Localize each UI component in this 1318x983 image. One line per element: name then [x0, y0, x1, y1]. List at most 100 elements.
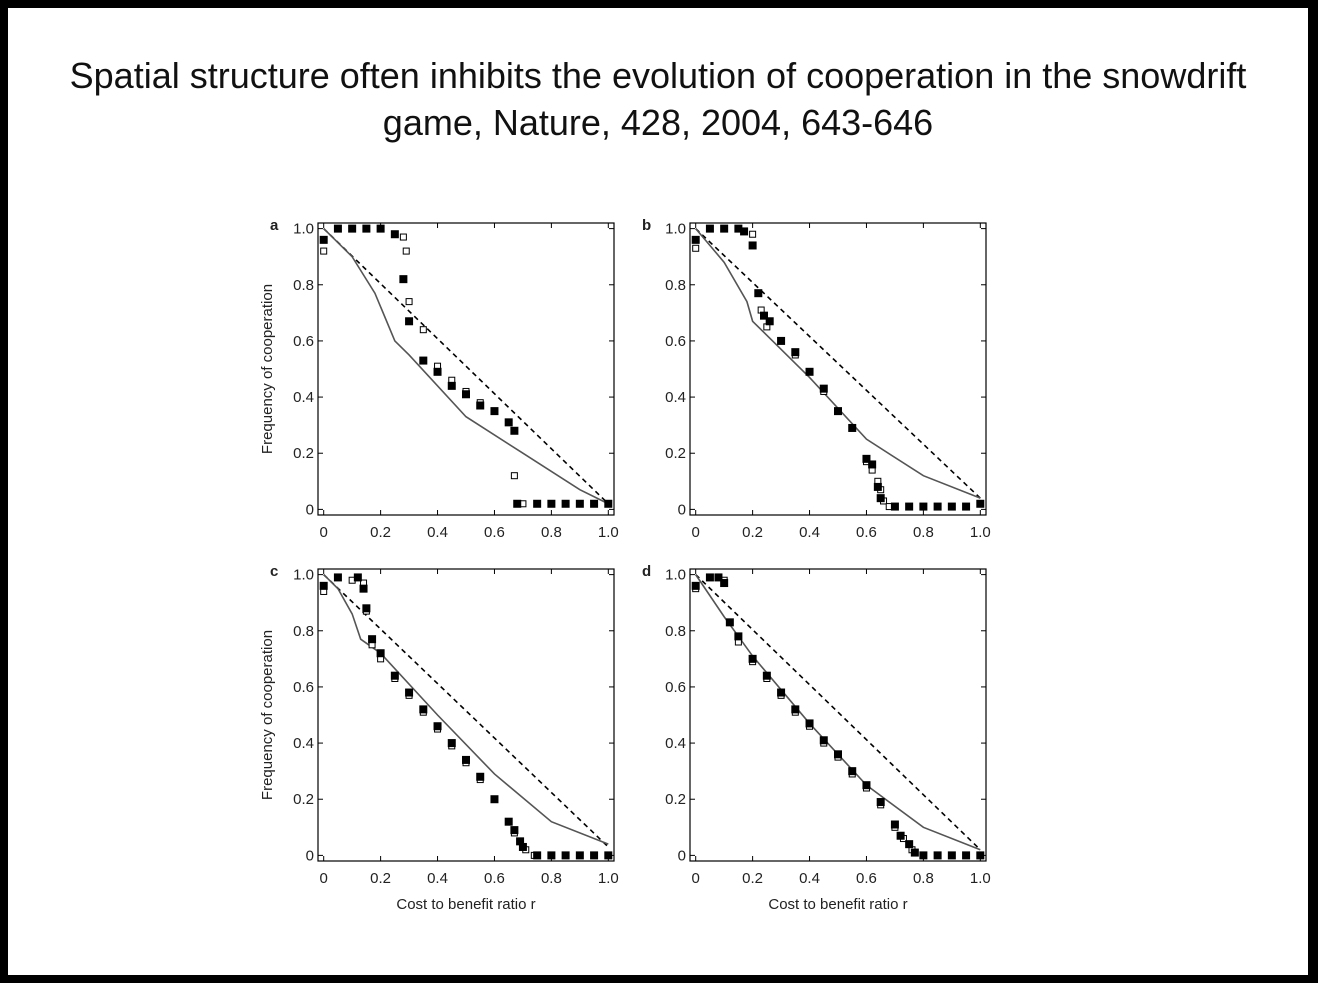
x-tick-label: 0	[692, 524, 700, 541]
filled-square-marker	[868, 460, 877, 469]
filled-square-marker	[862, 781, 871, 790]
x-tick-label: 0.8	[913, 524, 934, 541]
y-tick-label: 0.2	[293, 791, 314, 808]
x-tick-label: 0.6	[484, 524, 505, 541]
filled-square-marker	[890, 502, 899, 511]
panel-label: a	[270, 217, 279, 234]
filled-square-marker	[419, 356, 428, 365]
filled-square-marker	[791, 348, 800, 357]
filled-square-marker	[359, 584, 368, 593]
x-tick-label: 0.6	[856, 524, 877, 541]
open-square-marker	[320, 247, 328, 255]
filled-square-marker	[976, 851, 985, 860]
y-tick-label: 1.0	[293, 567, 314, 584]
filled-square-marker	[876, 494, 885, 503]
filled-square-marker	[362, 224, 371, 233]
filled-square-marker	[760, 311, 768, 320]
y-tick-label: 0.6	[293, 679, 314, 696]
filled-square-marker	[533, 499, 542, 508]
filled-square-marker	[734, 632, 743, 641]
y-axis-label: Frequency of cooperation	[259, 284, 276, 454]
dashed-line	[323, 574, 609, 848]
y-tick-label: 0	[306, 501, 314, 518]
filled-square-marker	[575, 851, 584, 860]
filled-square-marker	[947, 502, 956, 511]
filled-square-marker	[575, 499, 584, 508]
filled-square-marker	[561, 851, 570, 860]
filled-square-marker	[490, 407, 499, 416]
filled-square-marker	[490, 795, 499, 804]
x-tick-label: 0.4	[427, 870, 448, 887]
filled-square-marker	[333, 224, 342, 233]
filled-square-marker	[834, 407, 842, 416]
y-tick-label: 0.4	[293, 735, 314, 752]
x-tick-label: 0.4	[799, 524, 820, 541]
filled-square-marker	[462, 390, 470, 399]
filled-square-marker	[962, 502, 971, 511]
panel-label: d	[642, 563, 651, 580]
filled-square-marker	[513, 499, 522, 508]
filled-square-marker	[873, 482, 882, 491]
filled-square-marker	[896, 831, 905, 840]
filled-square-marker	[805, 367, 814, 376]
filled-square-marker	[762, 671, 771, 680]
filled-square-marker	[748, 241, 757, 250]
filled-square-marker	[353, 573, 362, 582]
filled-square-marker	[547, 851, 556, 860]
x-tick-label: 0.2	[370, 870, 391, 887]
x-tick-label: 1.0	[970, 870, 991, 887]
y-tick-label: 0.8	[665, 277, 686, 294]
x-tick-label: 1.0	[598, 524, 619, 541]
y-axis-label: Frequency of cooperation	[259, 630, 276, 800]
x-tick-label: 0.4	[427, 524, 448, 541]
filled-square-marker	[962, 851, 971, 860]
filled-square-marker	[705, 224, 714, 233]
filled-square-marker	[348, 224, 357, 233]
filled-square-marker	[405, 317, 414, 326]
filled-square-marker	[390, 230, 399, 239]
plot-frame	[689, 222, 987, 516]
x-tick-label: 1.0	[598, 870, 619, 887]
open-square-marker	[419, 326, 427, 334]
x-tick-label: 0	[692, 870, 700, 887]
filled-square-marker	[405, 688, 414, 697]
x-tick-label: 0.8	[541, 524, 562, 541]
y-tick-label: 0.2	[665, 791, 686, 808]
filled-square-marker	[390, 671, 399, 680]
x-tick-label: 0.8	[541, 870, 562, 887]
filled-square-marker	[476, 772, 485, 781]
filled-square-marker	[604, 499, 613, 508]
filled-square-marker	[604, 851, 613, 860]
x-tick-label: 0	[320, 870, 328, 887]
slide-title: Spatial structure often inhibits the evo…	[69, 55, 1247, 143]
plot-frame	[317, 568, 615, 862]
filled-square-marker	[819, 736, 828, 745]
filled-square-marker	[765, 317, 774, 326]
filled-square-marker	[319, 235, 328, 244]
open-square-marker	[399, 233, 407, 241]
y-tick-label: 0.4	[293, 389, 314, 406]
filled-square-marker	[510, 826, 519, 835]
x-tick-label: 0.8	[913, 870, 934, 887]
solid-line	[323, 228, 609, 505]
filled-square-marker	[905, 840, 914, 849]
y-tick-label: 0	[678, 501, 686, 518]
filled-square-marker	[376, 649, 385, 658]
y-tick-label: 0	[306, 847, 314, 864]
x-tick-label: 0.6	[856, 870, 877, 887]
filled-square-marker	[691, 235, 700, 244]
filled-square-marker	[376, 224, 385, 233]
dashed-line	[323, 228, 609, 505]
filled-square-marker	[791, 705, 800, 714]
filled-square-marker	[547, 499, 556, 508]
filled-square-marker	[333, 573, 342, 582]
filled-square-marker	[720, 579, 729, 588]
dashed-line	[695, 228, 981, 499]
filled-square-marker	[919, 851, 928, 860]
x-tick-label: 0	[320, 524, 328, 541]
open-square-marker	[402, 247, 410, 255]
y-tick-label: 0	[678, 847, 686, 864]
filled-square-marker	[476, 401, 485, 410]
